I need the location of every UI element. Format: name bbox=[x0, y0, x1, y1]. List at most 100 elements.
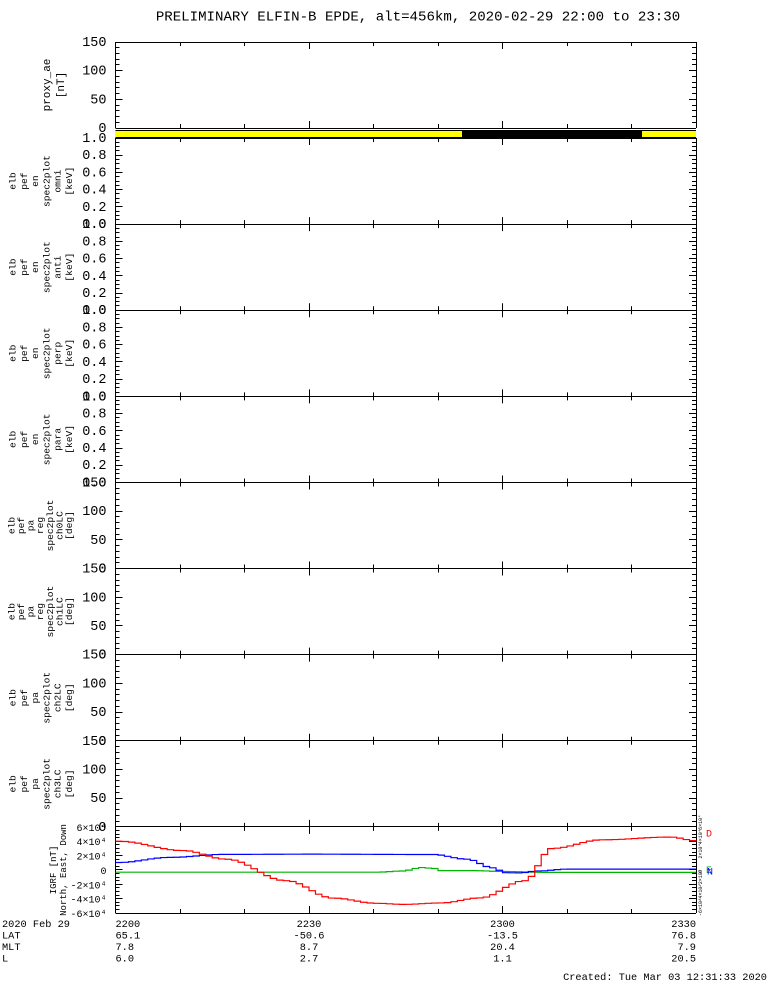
svg-text:[deg]: [deg] bbox=[64, 769, 75, 798]
svg-text:en: en bbox=[30, 434, 41, 446]
svg-text:0.4: 0.4 bbox=[82, 270, 106, 285]
svg-text:76.8: 76.8 bbox=[671, 931, 696, 943]
svg-text:2×10⁴: 2×10⁴ bbox=[698, 844, 704, 859]
svg-text:[nT]: [nT] bbox=[56, 72, 68, 98]
svg-text:spec2plot: spec2plot bbox=[41, 672, 52, 724]
svg-text:ch3LC: ch3LC bbox=[53, 769, 64, 798]
svg-text:1.0: 1.0 bbox=[82, 390, 106, 405]
svg-text:0.4: 0.4 bbox=[82, 356, 106, 371]
svg-text:[deg]: [deg] bbox=[64, 597, 75, 626]
svg-text:elb: elb bbox=[8, 689, 19, 707]
svg-text:50: 50 bbox=[90, 534, 106, 549]
svg-text:North, East, Down: North, East, Down bbox=[59, 824, 69, 916]
svg-text:[deg]: [deg] bbox=[64, 511, 75, 540]
svg-text:0.2: 0.2 bbox=[82, 201, 106, 216]
svg-text:pa: pa bbox=[30, 692, 41, 704]
svg-text:en: en bbox=[30, 175, 41, 187]
svg-text:4×10⁴: 4×10⁴ bbox=[698, 829, 704, 844]
svg-text:IGRF [nT]: IGRF [nT] bbox=[49, 846, 59, 895]
svg-text:[keV]: [keV] bbox=[64, 425, 75, 454]
svg-text:perp: perp bbox=[53, 342, 64, 365]
svg-text:0.6: 0.6 bbox=[82, 339, 106, 354]
svg-text:100: 100 bbox=[82, 591, 106, 606]
svg-text:0.8: 0.8 bbox=[82, 235, 106, 250]
svg-text:150: 150 bbox=[82, 649, 106, 664]
svg-text:0.4: 0.4 bbox=[82, 442, 106, 457]
svg-text:0.8: 0.8 bbox=[82, 149, 106, 164]
svg-text:65.1: 65.1 bbox=[116, 931, 141, 943]
svg-text:PRELIMINARY ELFIN-B EPDE, alt=: PRELIMINARY ELFIN-B EPDE, alt=456km, 202… bbox=[156, 10, 680, 26]
svg-text:100: 100 bbox=[82, 677, 106, 692]
svg-text:20.5: 20.5 bbox=[671, 954, 696, 966]
svg-text:-50.6: -50.6 bbox=[294, 931, 325, 943]
svg-text:spec2plot: spec2plot bbox=[41, 413, 52, 465]
svg-text:[keV]: [keV] bbox=[64, 167, 75, 196]
svg-text:[keV]: [keV] bbox=[64, 253, 75, 282]
svg-text:pef: pef bbox=[19, 258, 30, 276]
svg-text:en: en bbox=[30, 348, 41, 360]
svg-text:20.4: 20.4 bbox=[490, 942, 515, 954]
svg-text:1.0: 1.0 bbox=[82, 218, 106, 233]
svg-text:0: 0 bbox=[698, 870, 704, 873]
svg-text:D: D bbox=[706, 830, 712, 841]
svg-text:en: en bbox=[30, 261, 41, 273]
svg-text:elb: elb bbox=[8, 344, 19, 362]
svg-text:1.1: 1.1 bbox=[493, 954, 512, 966]
svg-text:6×10⁴: 6×10⁴ bbox=[76, 823, 106, 835]
svg-text:2020 Feb 29: 2020 Feb 29 bbox=[2, 919, 70, 931]
svg-text:proxy_ae: proxy_ae bbox=[42, 59, 54, 112]
svg-text:150: 150 bbox=[82, 563, 106, 578]
svg-text:elb: elb bbox=[8, 258, 19, 276]
svg-text:150: 150 bbox=[82, 476, 106, 491]
svg-text:1.0: 1.0 bbox=[82, 304, 106, 319]
svg-text:0.2: 0.2 bbox=[82, 373, 106, 388]
svg-text:50: 50 bbox=[90, 620, 106, 635]
svg-text:MLT: MLT bbox=[2, 942, 21, 954]
svg-text:0.6: 0.6 bbox=[82, 253, 106, 268]
svg-text:0.2: 0.2 bbox=[82, 459, 106, 474]
svg-text:ch2LC: ch2LC bbox=[53, 683, 64, 712]
svg-text:2300: 2300 bbox=[490, 919, 515, 931]
svg-text:pef: pef bbox=[19, 344, 30, 362]
svg-text:7.9: 7.9 bbox=[677, 942, 696, 954]
svg-text:[keV]: [keV] bbox=[64, 339, 75, 368]
svg-text:Created: Tue Mar 03 12:31:33 2: Created: Tue Mar 03 12:31:33 2020 bbox=[563, 972, 767, 984]
svg-text:-13.5: -13.5 bbox=[487, 931, 518, 943]
svg-text:4×10⁴: 4×10⁴ bbox=[76, 837, 106, 849]
svg-text:2×10⁴: 2×10⁴ bbox=[76, 852, 106, 864]
svg-text:100: 100 bbox=[82, 505, 106, 520]
svg-text:0: 0 bbox=[100, 867, 106, 878]
svg-text:2330: 2330 bbox=[671, 919, 696, 931]
svg-text:50: 50 bbox=[90, 93, 106, 108]
svg-text:elb: elb bbox=[8, 775, 19, 793]
svg-text:8.7: 8.7 bbox=[300, 942, 319, 954]
svg-text:2200: 2200 bbox=[116, 919, 141, 931]
svg-text:pef: pef bbox=[19, 775, 30, 793]
svg-text:elb: elb bbox=[8, 431, 19, 449]
svg-text:0.8: 0.8 bbox=[82, 408, 106, 423]
svg-text:N: N bbox=[707, 867, 713, 878]
svg-text:spec2plot: spec2plot bbox=[41, 758, 52, 810]
svg-text:elb: elb bbox=[8, 172, 19, 190]
svg-text:[deg]: [deg] bbox=[64, 683, 75, 712]
svg-text:spec2plot: spec2plot bbox=[41, 241, 52, 293]
svg-text:2.7: 2.7 bbox=[300, 954, 319, 966]
svg-text:2230: 2230 bbox=[297, 919, 322, 931]
svg-text:pef: pef bbox=[19, 172, 30, 190]
svg-text:100: 100 bbox=[82, 763, 106, 778]
svg-text:0.6: 0.6 bbox=[82, 425, 106, 440]
svg-text:0.4: 0.4 bbox=[82, 184, 106, 199]
svg-text:pef: pef bbox=[19, 431, 30, 449]
svg-text:anti: anti bbox=[53, 255, 64, 278]
svg-text:pa: pa bbox=[30, 778, 41, 790]
svg-text:50: 50 bbox=[90, 706, 106, 721]
svg-text:6.0: 6.0 bbox=[116, 954, 135, 966]
svg-text:0.6: 0.6 bbox=[82, 166, 106, 181]
svg-text:-6×10⁴: -6×10⁴ bbox=[70, 909, 106, 921]
svg-text:100: 100 bbox=[82, 65, 106, 80]
svg-text:150: 150 bbox=[82, 735, 106, 750]
svg-text:0.8: 0.8 bbox=[82, 321, 106, 336]
svg-text:LAT: LAT bbox=[2, 931, 21, 943]
svg-text:para: para bbox=[53, 428, 64, 451]
svg-text:spec2plot: spec2plot bbox=[41, 155, 52, 207]
